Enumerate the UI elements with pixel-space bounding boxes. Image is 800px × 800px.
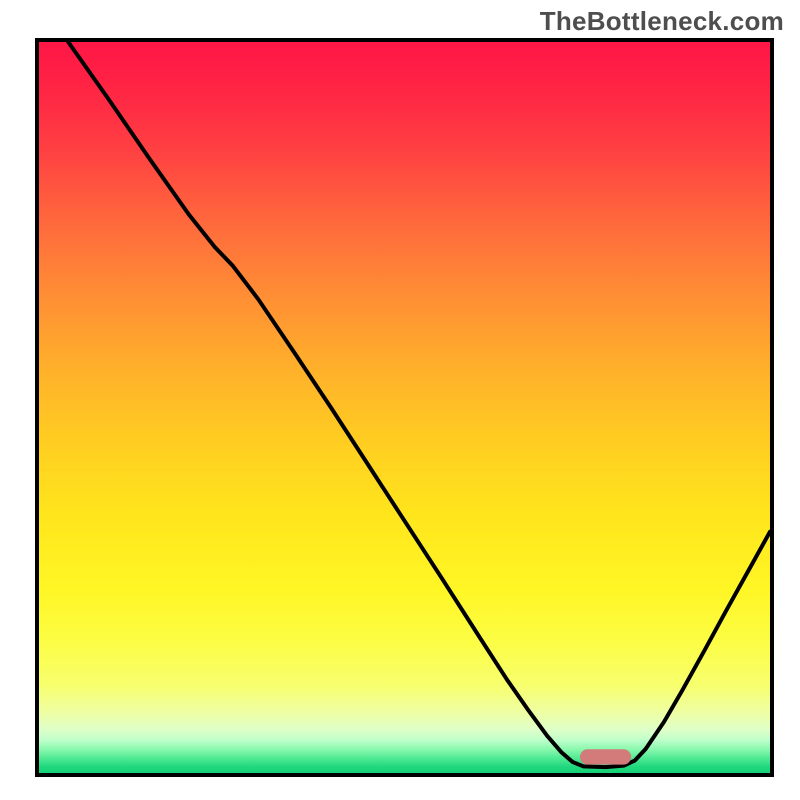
chart-frame: TheBottleneck.com	[0, 0, 800, 800]
chart-svg	[0, 0, 800, 800]
mark-pill	[580, 749, 631, 764]
watermark-text: TheBottleneck.com	[540, 6, 784, 37]
curve-path	[68, 42, 770, 767]
